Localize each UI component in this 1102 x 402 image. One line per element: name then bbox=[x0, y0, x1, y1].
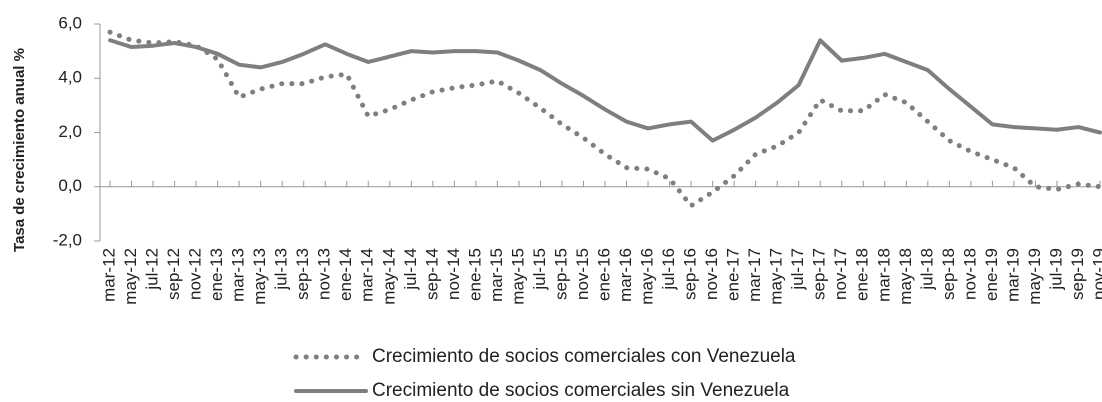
x-tick-label: jul-14 bbox=[401, 248, 420, 291]
x-tick-label: jul-12 bbox=[143, 248, 162, 291]
x-tick-label: nov-14 bbox=[444, 248, 463, 300]
x-tick-label: mar-18 bbox=[874, 248, 893, 302]
x-tick-label: mar-15 bbox=[487, 248, 506, 302]
x-tick-label: nov-18 bbox=[960, 248, 979, 300]
x-tick-label: may-16 bbox=[638, 248, 657, 305]
x-tick-label: ene-14 bbox=[336, 248, 355, 301]
x-tick-label: sep-19 bbox=[1068, 248, 1087, 300]
y-tick-label: -2,0 bbox=[53, 230, 82, 249]
x-tick-label: jul-18 bbox=[917, 248, 936, 291]
x-tick-label: ene-16 bbox=[594, 248, 613, 301]
series-line bbox=[108, 38, 1102, 143]
x-tick-label: nov-19 bbox=[1089, 248, 1102, 300]
x-tick-label: nov-13 bbox=[315, 248, 334, 300]
x-tick-label: mar-12 bbox=[99, 248, 118, 302]
x-tick-label: sep-13 bbox=[293, 248, 312, 300]
x-tick-label: mar-14 bbox=[358, 248, 377, 302]
x-tick-label: mar-13 bbox=[229, 248, 248, 302]
x-tick-label: mar-16 bbox=[616, 248, 635, 302]
x-tick-label: sep-16 bbox=[681, 248, 700, 300]
x-tick-label: may-14 bbox=[379, 248, 398, 305]
x-tick-label: ene-19 bbox=[982, 248, 1001, 301]
x-tick-label: may-13 bbox=[250, 248, 269, 305]
x-tick-label: ene-17 bbox=[724, 248, 743, 301]
legend-label: Crecimiento de socios comerciales con Ve… bbox=[372, 346, 796, 367]
x-tick-label: sep-15 bbox=[551, 248, 570, 300]
x-tick-label: mar-17 bbox=[745, 248, 764, 302]
x-tick-label: may-19 bbox=[1025, 248, 1044, 305]
x-tick-label: nov-16 bbox=[702, 248, 721, 300]
x-tick-label: nov-17 bbox=[831, 248, 850, 300]
x-tick-label: ene-13 bbox=[207, 248, 226, 301]
x-tick-label: sep-12 bbox=[164, 248, 183, 300]
x-tick-label: jul-17 bbox=[788, 248, 807, 291]
y-tick-label: 2,0 bbox=[58, 122, 82, 141]
x-tick-label: ene-15 bbox=[465, 248, 484, 301]
y-tick-label: 0,0 bbox=[58, 176, 82, 195]
x-tick-label: jul-13 bbox=[272, 248, 291, 291]
x-tick-label: ene-18 bbox=[853, 248, 872, 301]
x-tick-label: mar-19 bbox=[1003, 248, 1022, 302]
series-line bbox=[107, 29, 1102, 209]
x-tick-label: nov-12 bbox=[186, 248, 205, 300]
x-tick-label: may-12 bbox=[121, 248, 140, 305]
y-axis-label: Tasa de crecimiento anual % bbox=[11, 48, 28, 252]
x-tick-label: may-18 bbox=[896, 248, 915, 305]
x-tick-label: nov-15 bbox=[573, 248, 592, 300]
x-tick-label: sep-14 bbox=[422, 248, 441, 300]
x-tick-label: sep-18 bbox=[939, 248, 958, 300]
x-tick-label: may-17 bbox=[767, 248, 786, 305]
x-tick-label: may-15 bbox=[508, 248, 527, 305]
x-tick-label: sep-17 bbox=[810, 248, 829, 300]
x-tick-label: jul-15 bbox=[530, 248, 549, 291]
x-tick-label: jul-19 bbox=[1046, 248, 1065, 291]
x-tick-label: jul-16 bbox=[659, 248, 678, 291]
y-tick-label: 4,0 bbox=[58, 68, 82, 87]
legend-label: Crecimiento de socios comerciales sin Ve… bbox=[372, 380, 790, 401]
y-tick-label: 6,0 bbox=[58, 13, 82, 32]
